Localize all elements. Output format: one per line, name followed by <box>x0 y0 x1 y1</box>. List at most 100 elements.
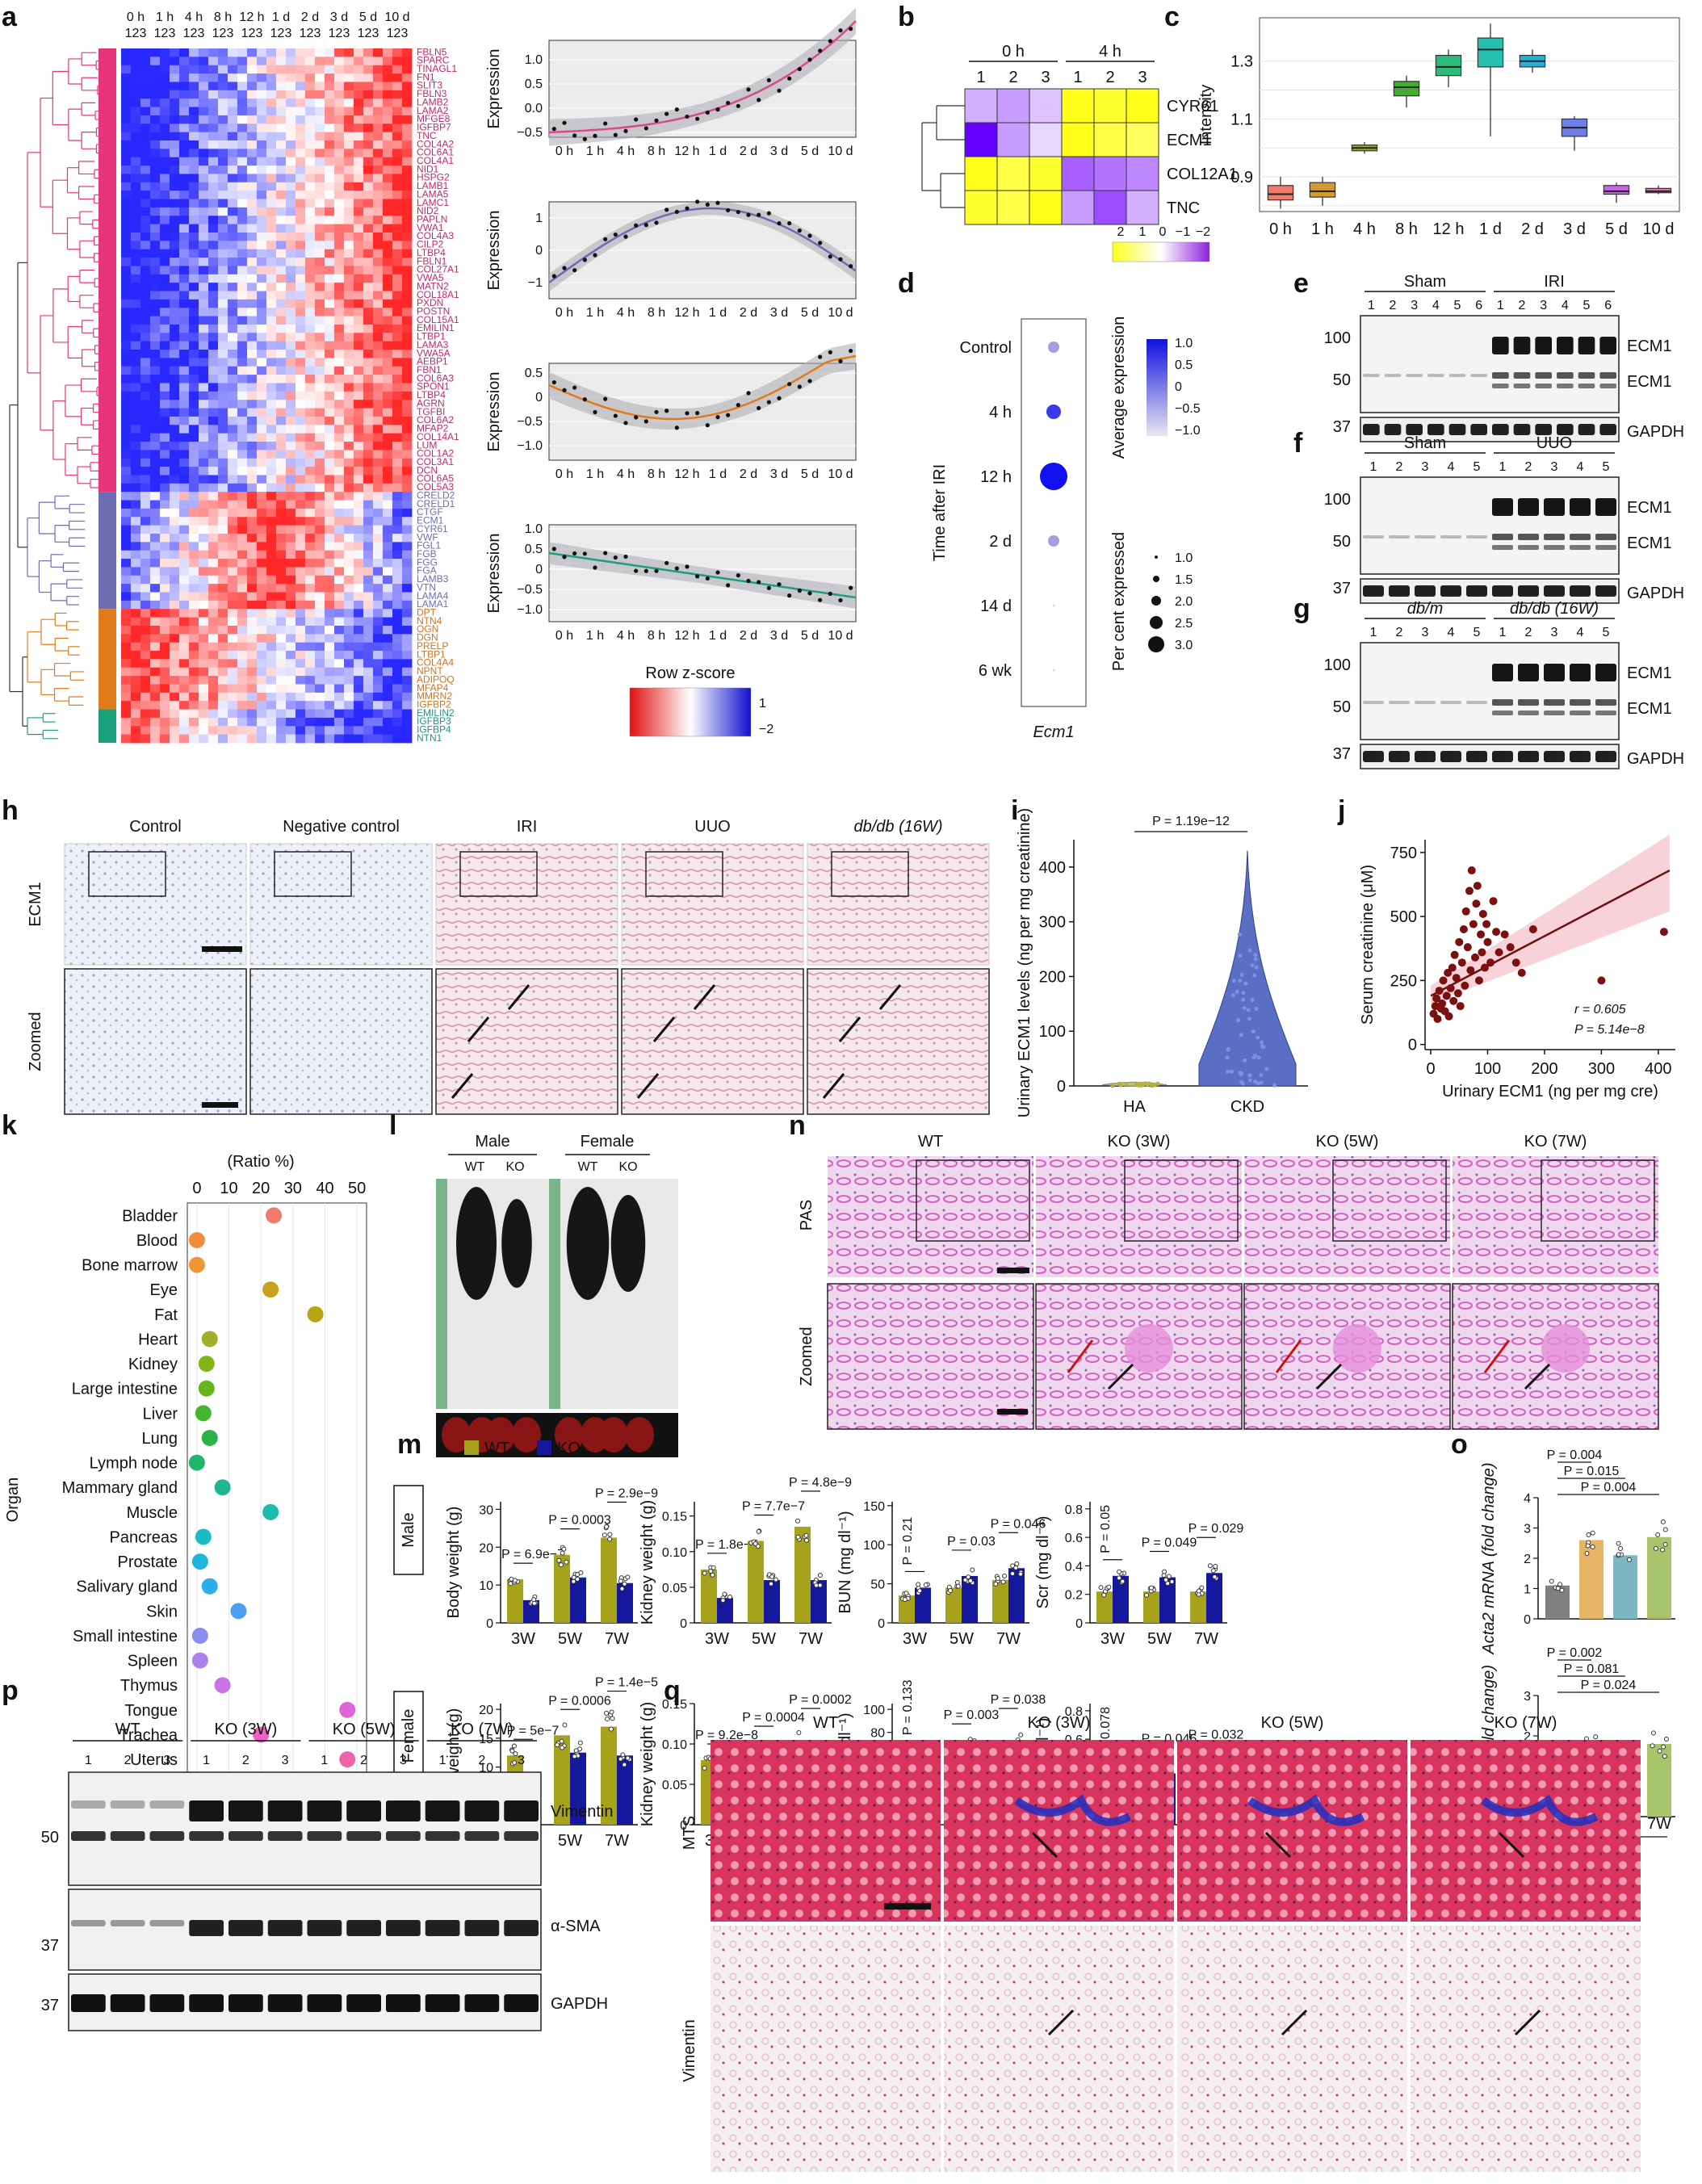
heatmap-cell <box>296 274 306 283</box>
heatmap-cell <box>257 350 267 358</box>
trend-point <box>818 241 823 245</box>
heatmap-cell <box>121 600 132 610</box>
heatmap-cell <box>199 634 209 643</box>
heatmap-cell <box>160 73 170 82</box>
heatmap-cell <box>286 266 296 275</box>
heatmap-cell <box>354 508 364 518</box>
heatmap-cell <box>344 90 354 99</box>
heatmap-cell <box>296 584 306 593</box>
bar-dot <box>1166 1574 1172 1579</box>
heatmap-cell <box>373 324 384 333</box>
heatmap-cell <box>170 717 180 727</box>
bar-ytick: 30 <box>479 1503 493 1517</box>
heatmap-cell <box>373 157 384 166</box>
heatmap-cell <box>199 182 209 191</box>
heatmap-cell <box>305 651 316 660</box>
heatmap-cell <box>266 642 277 652</box>
heatmap-cell <box>189 441 199 451</box>
heatmap-cell <box>228 65 238 74</box>
heatmap-cell <box>325 651 335 660</box>
trend-point <box>643 223 648 228</box>
heatmap-cell <box>247 375 258 384</box>
heatmap-cell <box>237 625 248 635</box>
heatmap-cell <box>179 258 190 266</box>
heatmap-cell <box>189 726 199 736</box>
trend-xtick: 2 d <box>740 145 757 158</box>
violin-point <box>1254 1006 1259 1011</box>
heatmap-cell <box>218 651 228 660</box>
heatmap-gene-label: DGN <box>417 632 438 643</box>
heatmap-cell <box>305 73 316 82</box>
heatmap-cell <box>257 684 267 694</box>
trend-xtick: 5 d <box>801 467 819 481</box>
heatmap-cell <box>334 124 345 133</box>
heatmap-cell <box>296 441 306 451</box>
heatmap-cell <box>363 592 374 602</box>
bar-wt <box>1190 1591 1206 1623</box>
blot-e-band <box>1557 384 1574 388</box>
heatmap-cell <box>199 651 209 660</box>
heatmap-cell <box>218 191 228 199</box>
blot-p-band-label: GAPDH <box>551 1995 608 2013</box>
heatmap-cell <box>218 567 228 576</box>
scatter-point <box>1511 958 1520 967</box>
heatmap-cell <box>179 99 190 107</box>
blot-p-band <box>464 1994 500 2012</box>
heatmap-cell <box>247 450 258 459</box>
trend-point <box>757 580 761 585</box>
heatmap-cell <box>257 458 267 467</box>
violin-point <box>1230 993 1235 998</box>
heatmap-cell <box>266 48 277 57</box>
heatmap-cell <box>160 308 170 316</box>
blot-f-lane: 5 <box>1474 460 1481 474</box>
heatmap-cell <box>325 207 335 216</box>
heatmap-cell <box>199 73 209 82</box>
boxplot-xtick: 1 h <box>1311 220 1334 238</box>
heatmap-cell <box>344 559 354 568</box>
heatmap-cell <box>266 433 277 442</box>
violin-point <box>1243 1058 1247 1063</box>
heatmap-cell <box>276 416 287 425</box>
heatmap-cell <box>354 651 364 660</box>
heatmap-gene-label: LTBP4 <box>417 247 446 258</box>
heatmap-cell <box>325 258 335 266</box>
heatmap-cell <box>228 291 238 300</box>
blot-e-gapdh-band <box>1599 424 1616 435</box>
heatmap-cell <box>179 232 190 241</box>
heatmap-cell <box>237 659 248 669</box>
heatmap-cell <box>344 500 354 509</box>
trend-xtick: 10 d <box>828 306 853 320</box>
heatmap-cell <box>354 341 364 350</box>
trend-point <box>705 110 710 115</box>
blot-e-gapdh-band <box>1535 424 1552 435</box>
heatmap-cell <box>266 316 277 325</box>
heatmap-gene-label: LAMB1 <box>417 180 449 191</box>
heatmap-cell <box>383 57 393 66</box>
heatmap-cell <box>121 157 132 166</box>
heatmap-cell <box>286 383 296 392</box>
heatmap-cell <box>237 651 248 660</box>
heatmap-cell <box>315 559 325 568</box>
heatmap-cell <box>228 166 238 174</box>
heatmap-cell <box>189 283 199 291</box>
heatmap-cell <box>315 191 325 199</box>
heatmap-cell <box>325 525 335 534</box>
bar-dot <box>1210 1568 1216 1574</box>
qpcr-dot <box>1661 1744 1666 1750</box>
heatmap-cell <box>363 667 374 677</box>
heatmap-cell <box>266 600 277 610</box>
heatmap-cell <box>402 525 413 534</box>
trend-ytick: 0.5 <box>525 543 543 556</box>
heatmap-cell <box>305 124 316 133</box>
heatmap-cell <box>140 266 151 275</box>
heatmap-cell <box>160 115 170 124</box>
heatmap-cell <box>266 634 277 643</box>
heatmap-cell <box>402 375 413 384</box>
mice-group: Female <box>581 1133 635 1151</box>
heatmap-cell <box>276 391 287 400</box>
heatmap-cell <box>344 48 354 57</box>
heatmap-cell <box>131 391 141 400</box>
heatmap-cell <box>315 542 325 551</box>
trend-point <box>582 551 587 556</box>
heatmap-cell <box>315 90 325 99</box>
